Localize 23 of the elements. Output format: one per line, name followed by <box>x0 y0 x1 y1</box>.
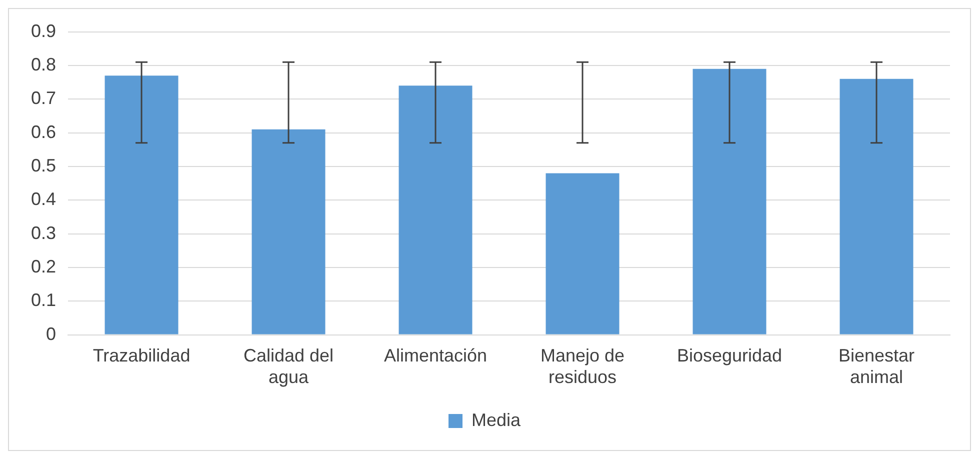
bar <box>252 129 326 334</box>
x-tick-label: Bienestar animal <box>838 346 915 388</box>
y-tick-label: 0.1 <box>30 290 56 310</box>
x-tick-label: Trazabilidad <box>92 346 190 366</box>
y-tick-label: 0.6 <box>30 122 56 142</box>
bar <box>104 76 178 334</box>
legend-label: Media <box>471 410 522 430</box>
y-tick-label: 0.5 <box>30 155 56 176</box>
x-tick-label: Bioseguridad <box>676 346 782 366</box>
x-tick-label: Alimentación <box>384 346 488 366</box>
bar <box>398 86 472 334</box>
x-tick-label: Calidad del agua <box>243 346 334 388</box>
x-tick-label: Manejo de residuos <box>540 346 625 388</box>
y-tick-label: 0 <box>46 324 56 344</box>
y-tick-label: 0.2 <box>30 256 56 276</box>
bar <box>840 78 914 334</box>
bar <box>692 68 766 334</box>
y-tick-label: 0.8 <box>30 54 56 74</box>
y-tick-label: 0.7 <box>30 88 56 108</box>
y-tick-label: 0.4 <box>30 189 56 210</box>
y-tick-label: 0.3 <box>30 222 56 243</box>
y-tick-label: 0.9 <box>30 20 56 41</box>
bar <box>546 173 620 334</box>
